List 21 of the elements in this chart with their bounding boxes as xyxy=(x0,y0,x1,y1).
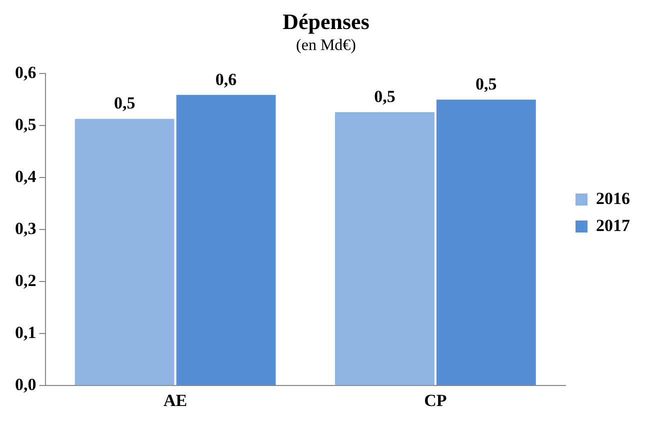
x-tick-label: AE xyxy=(164,391,188,410)
chart-title: Dépenses xyxy=(282,8,370,34)
bar xyxy=(335,112,434,386)
chart-subtitle: (en Md€) xyxy=(296,37,356,54)
y-tick-label: 0,2 xyxy=(15,270,36,290)
bar xyxy=(436,100,536,386)
y-tick-label: 0,1 xyxy=(15,322,36,342)
y-tick-label: 0,4 xyxy=(15,166,37,186)
legend-label: 2017 xyxy=(596,216,630,235)
y-tick-label: 0,0 xyxy=(15,374,36,394)
data-label: 0,6 xyxy=(215,70,237,89)
data-label: 0,5 xyxy=(114,94,136,113)
data-label: 0,5 xyxy=(374,86,396,106)
legend-label: 2016 xyxy=(596,188,630,208)
bar xyxy=(74,118,174,386)
y-tick-label: 0,3 xyxy=(15,218,36,238)
data-label: 0,5 xyxy=(476,74,497,94)
y-tick-label: 0,5 xyxy=(15,114,36,134)
bar xyxy=(176,94,276,386)
x-tick-label: CP xyxy=(424,391,447,410)
y-tick-label: 0,6 xyxy=(15,62,36,82)
